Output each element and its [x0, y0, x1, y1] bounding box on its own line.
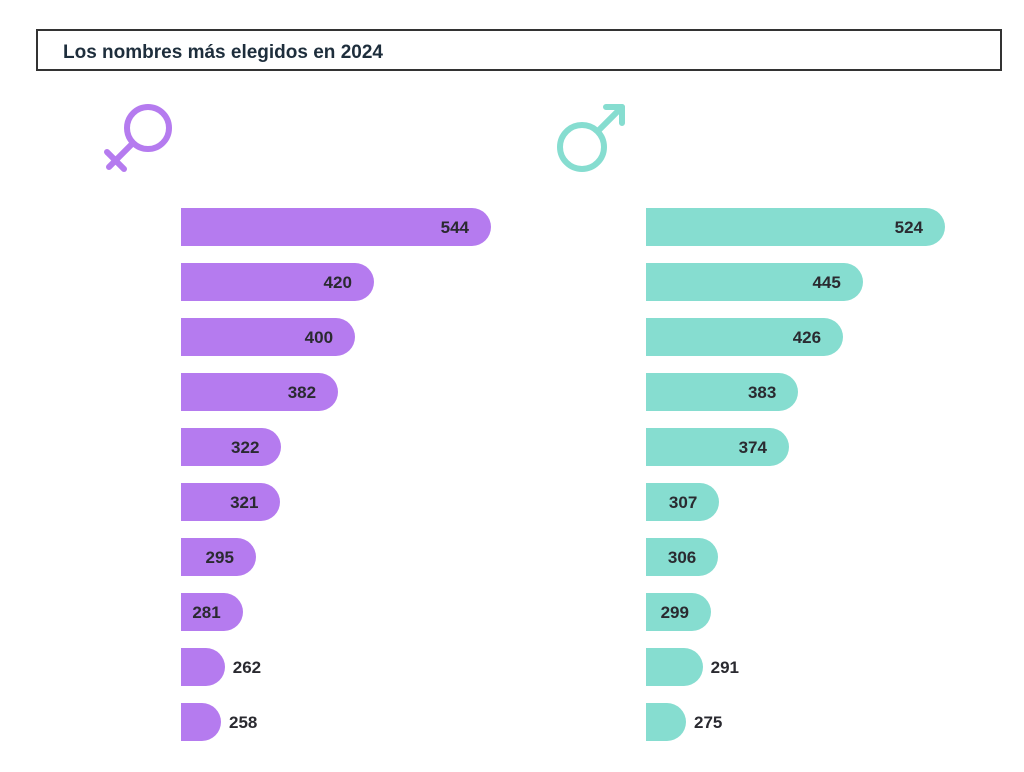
- female-symbol-icon: [104, 104, 172, 172]
- bar: [181, 593, 243, 631]
- bar: [646, 263, 863, 301]
- bar: [646, 648, 703, 686]
- data-label: 275: [694, 713, 723, 732]
- bar: [181, 648, 225, 686]
- data-label: 295: [205, 548, 234, 567]
- data-label: 307: [668, 493, 698, 512]
- data-label: 420: [323, 273, 352, 292]
- bar: [181, 263, 374, 301]
- bar: [181, 538, 256, 576]
- data-label: 445: [812, 273, 841, 292]
- title-box: Los nombres más elegidos en 2024: [36, 29, 1002, 71]
- data-label: 262: [232, 658, 262, 677]
- data-label: 258: [229, 713, 258, 732]
- data-label: 426: [792, 328, 822, 347]
- bar: [646, 318, 844, 356]
- chart-title: Los nombres más elegidos en 2024: [63, 42, 383, 63]
- data-label: 400: [304, 328, 334, 347]
- data-label: 382: [287, 383, 317, 402]
- bar: [181, 703, 221, 741]
- data-label: 299: [660, 603, 689, 622]
- data-label: 322: [231, 438, 260, 457]
- data-label: 291: [710, 658, 740, 677]
- bar: [646, 208, 945, 246]
- bar: [646, 428, 789, 466]
- data-label: 321: [230, 493, 259, 512]
- bar: [646, 593, 711, 631]
- bar: [181, 428, 282, 466]
- bar: [646, 483, 720, 521]
- bar: [646, 538, 719, 576]
- data-label: 383: [747, 383, 777, 402]
- data-label: 306: [667, 548, 697, 567]
- data-label: 374: [738, 438, 767, 457]
- bar: [646, 703, 686, 741]
- bar: [181, 373, 339, 411]
- male-symbol-icon: [557, 104, 625, 172]
- bar: [181, 483, 281, 521]
- data-label: 281: [192, 603, 221, 622]
- bar: [646, 373, 799, 411]
- data-label: 524: [894, 218, 923, 237]
- data-label: 544: [440, 218, 469, 237]
- bar: [181, 318, 356, 356]
- bar: [181, 208, 491, 246]
